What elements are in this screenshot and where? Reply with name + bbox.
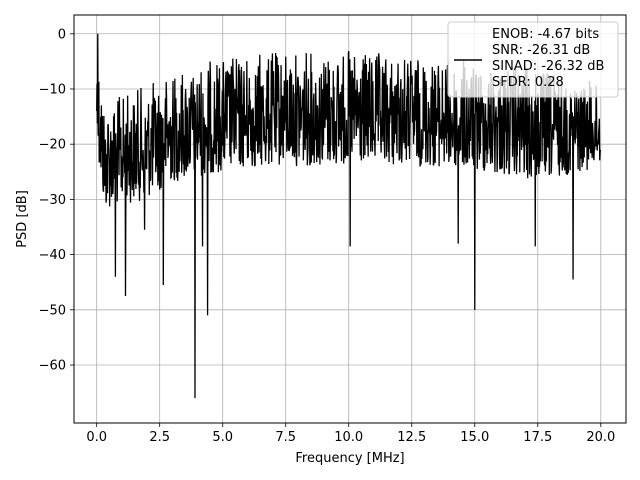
x-tick-label: 20.0	[586, 430, 615, 445]
legend-sinad: SINAD: -26.32 dB	[492, 59, 604, 74]
y-axis-label: PSD [dB]	[15, 190, 30, 248]
x-tick-label: 15.0	[460, 430, 489, 445]
y-tick-label: −10	[39, 82, 66, 97]
legend-enob: ENOB: -4.67 bits	[492, 27, 599, 42]
legend-snr: SNR: -26.31 dB	[492, 43, 590, 58]
y-tick-label: −60	[39, 359, 66, 374]
legend-box	[447, 21, 619, 98]
psd-line	[96, 33, 602, 399]
y-axis: 0 −10 −20 −30 −40 −50 −60	[39, 27, 74, 374]
x-axis: 0.0 2.5 5.0 7.5 10.0 12.5 15.0 17.5 20.0	[86, 423, 615, 445]
y-tick-label: −40	[39, 248, 66, 263]
x-tick-label: 17.5	[523, 430, 552, 445]
psd-trace	[96, 33, 602, 399]
x-tick-label: 5.0	[212, 430, 233, 445]
x-tick-label: 0.0	[86, 430, 107, 445]
y-tick-label: −20	[39, 138, 66, 153]
x-tick-label: 10.0	[334, 430, 363, 445]
legend-sfdr: SFDR: 0.28	[492, 75, 564, 90]
x-tick-label: 12.5	[397, 430, 426, 445]
y-tick-label: −30	[39, 193, 66, 208]
x-axis-label: Frequency [MHz]	[295, 451, 404, 466]
legend: ENOB: -4.67 bits SNR: -26.31 dB SINAD: -…	[447, 21, 619, 98]
y-tick-label: −50	[39, 303, 66, 318]
y-tick-label: 0	[58, 27, 66, 42]
x-tick-label: 2.5	[149, 430, 170, 445]
x-tick-label: 7.5	[275, 430, 296, 445]
plot-frame	[73, 14, 627, 424]
